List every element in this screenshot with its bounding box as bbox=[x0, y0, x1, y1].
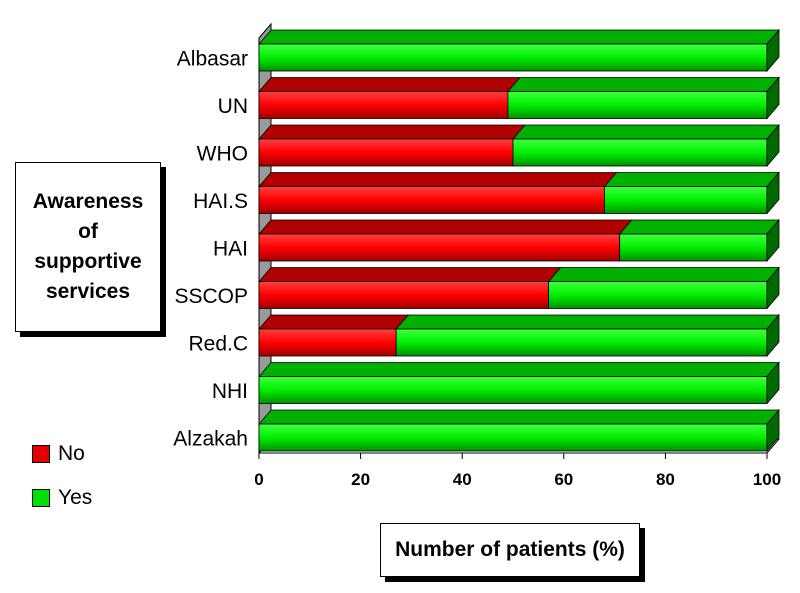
bar-top-face bbox=[603, 172, 780, 187]
legend-label-no: No bbox=[58, 442, 85, 465]
bar-front-face bbox=[548, 281, 768, 309]
category-label-2: WHO bbox=[197, 143, 248, 166]
category-label-1: UN bbox=[218, 95, 248, 118]
category-label-3: HAI.S bbox=[193, 190, 248, 213]
bar-front-face bbox=[258, 423, 768, 452]
bar-top-face bbox=[258, 77, 521, 92]
bar-front-face bbox=[604, 186, 768, 214]
bar-front-face bbox=[507, 91, 768, 119]
bar-side-face bbox=[766, 408, 780, 453]
bar-yes-nhi bbox=[258, 361, 780, 405]
x-tick-label-0: 0 bbox=[254, 470, 263, 489]
x-tick-label-20: 20 bbox=[351, 470, 370, 489]
bar-no-hai-s bbox=[258, 172, 618, 214]
bar-yes-hai-s bbox=[603, 171, 780, 215]
bar-side-face bbox=[766, 266, 780, 310]
bar-no-un bbox=[258, 77, 521, 119]
bar-top-face bbox=[512, 124, 780, 140]
y-axis-title: Awareness of supportive services bbox=[32, 190, 144, 303]
bar-no-red-c bbox=[258, 314, 410, 357]
bar-no-hai bbox=[258, 219, 633, 262]
bar-yes-red-c bbox=[395, 313, 780, 358]
bar-front-face bbox=[258, 91, 509, 119]
legend-swatch-yes bbox=[32, 489, 50, 507]
bar-front-face bbox=[395, 328, 768, 357]
legend-item-yes: Yes bbox=[32, 476, 112, 520]
bar-yes-albasar bbox=[258, 28, 780, 73]
bar-yes-un bbox=[507, 76, 780, 120]
bar-front-face bbox=[258, 186, 605, 214]
bar-front-face bbox=[258, 43, 768, 72]
category-label-4: HAI bbox=[213, 238, 248, 261]
x-axis: 0 20 40 60 80 100 bbox=[254, 452, 781, 489]
x-axis-title: Number of patients (%) bbox=[395, 538, 625, 561]
bar-yes-sscop bbox=[547, 266, 780, 310]
bar-top-face bbox=[258, 219, 633, 235]
bar-side-face bbox=[766, 76, 780, 120]
bar-side-face bbox=[766, 28, 780, 73]
bar-side-face bbox=[766, 123, 780, 168]
bar-top-face bbox=[258, 29, 780, 45]
bars-layer bbox=[258, 28, 780, 453]
legend-swatch-no bbox=[32, 445, 50, 463]
bar-top-face bbox=[395, 314, 780, 330]
category-label-7: NHI bbox=[212, 380, 248, 403]
bar-top-face bbox=[507, 77, 780, 92]
x-tick-label-100: 100 bbox=[753, 470, 781, 489]
bar-top-face bbox=[258, 172, 618, 187]
legend: No Yes bbox=[32, 432, 112, 520]
category-label-5: SSCOP bbox=[174, 285, 248, 308]
bar-front-face bbox=[258, 376, 768, 404]
bar-front-face bbox=[258, 233, 621, 262]
bar-front-face bbox=[258, 281, 549, 309]
category-label-0: Albasar bbox=[177, 48, 248, 71]
bar-front-face bbox=[258, 328, 397, 357]
bar-top-face bbox=[258, 409, 780, 425]
x-tick-label-40: 40 bbox=[453, 470, 472, 489]
bar-yes-alzakah bbox=[258, 408, 780, 453]
bar-top-face bbox=[547, 267, 780, 282]
bar-side-face bbox=[766, 171, 780, 215]
bar-side-face bbox=[766, 313, 780, 358]
x-axis-title-box: Number of patients (%) bbox=[380, 523, 640, 577]
bar-yes-who bbox=[512, 123, 780, 168]
bar-front-face bbox=[619, 233, 768, 262]
bar-top-face bbox=[618, 219, 780, 235]
bar-no-sscop bbox=[258, 267, 562, 309]
bar-front-face bbox=[512, 138, 768, 167]
y-axis-title-box: Awareness of supportive services bbox=[15, 162, 161, 332]
bar-top-face bbox=[258, 267, 562, 282]
category-label-8: Alzakah bbox=[173, 428, 248, 451]
bar-top-face bbox=[258, 362, 780, 377]
bar-top-face bbox=[258, 314, 410, 330]
legend-label-yes: Yes bbox=[58, 486, 93, 509]
y-axis: Albasar UN WHO HAI.S HAI SSCOP Red.C NHI Alzakah bbox=[173, 48, 248, 451]
legend-item-no: No bbox=[32, 432, 112, 476]
x-tick-label-60: 60 bbox=[554, 470, 573, 489]
x-tick-label-80: 80 bbox=[656, 470, 675, 489]
bar-top-face bbox=[258, 124, 526, 140]
bar-front-face bbox=[258, 138, 514, 167]
bar-side-face bbox=[766, 361, 780, 405]
bar-yes-hai bbox=[618, 218, 780, 263]
bar-side-face bbox=[766, 218, 780, 263]
bar-no-who bbox=[258, 124, 526, 167]
category-label-6: Red.C bbox=[188, 333, 248, 356]
